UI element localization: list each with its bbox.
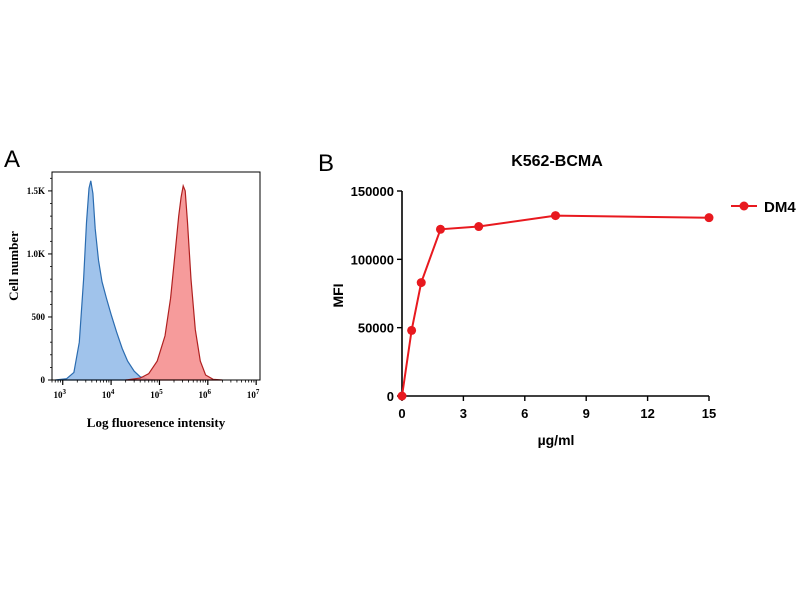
data-point (435, 224, 445, 234)
tick-exponent: 6 (208, 388, 212, 396)
x-tick-label: 105 (150, 388, 163, 400)
data-point (416, 278, 426, 288)
legend-label: DM4 (764, 199, 796, 216)
y-tick-label: 0 (387, 389, 394, 404)
tick-exponent: 7 (256, 388, 260, 396)
tick-base: 10 (150, 390, 160, 400)
x-tick-label: 103 (53, 388, 66, 400)
y-tick-label: 100000 (351, 252, 394, 267)
tick-base: 10 (102, 390, 112, 400)
tick-base: 10 (53, 390, 63, 400)
tick-exponent: 3 (62, 388, 66, 396)
legend-marker (739, 201, 749, 211)
chart-title: K562-BCMA (511, 153, 603, 170)
y-tick-label: 50000 (358, 321, 394, 336)
data-point (407, 325, 417, 335)
y-tick-label: 500 (32, 312, 46, 322)
x-tick-label: 6 (521, 406, 528, 421)
x-tick-label: 15 (702, 406, 716, 421)
tick-base: 10 (247, 390, 257, 400)
x-tick-label: 104 (102, 388, 115, 400)
y-tick-label: 1.0K (27, 249, 45, 259)
tick-exponent: 4 (111, 388, 115, 396)
x-tick-label: 106 (199, 388, 212, 400)
y-axis-label: MFI (330, 283, 346, 307)
histogram-k562-bcma (125, 183, 223, 381)
x-axis-label: Log fluoresence intensity (87, 415, 226, 430)
data-point (551, 211, 560, 221)
x-tick-label: 3 (460, 406, 467, 421)
tick-base: 10 (199, 390, 209, 400)
data-point (397, 391, 407, 401)
y-tick-label: 0 (41, 375, 46, 385)
x-tick-label: 107 (247, 388, 260, 400)
x-tick-label: 12 (640, 406, 654, 421)
panel-a-label: A (4, 146, 21, 173)
data-point (474, 222, 484, 232)
y-tick-label: 1.5K (27, 186, 45, 196)
plot-frame (51, 171, 261, 381)
tick-exponent: 5 (159, 388, 163, 396)
panel-b-label: B (318, 150, 335, 177)
data-point (704, 213, 714, 223)
x-tick-label: 9 (583, 406, 590, 421)
y-axis-label: Cell number (6, 231, 21, 301)
x-tick-label: 0 (398, 406, 405, 421)
y-tick-label: 150000 (351, 184, 394, 199)
x-axis-label: µg/ml (538, 432, 575, 448)
series-line-dm4 (401, 214, 710, 397)
